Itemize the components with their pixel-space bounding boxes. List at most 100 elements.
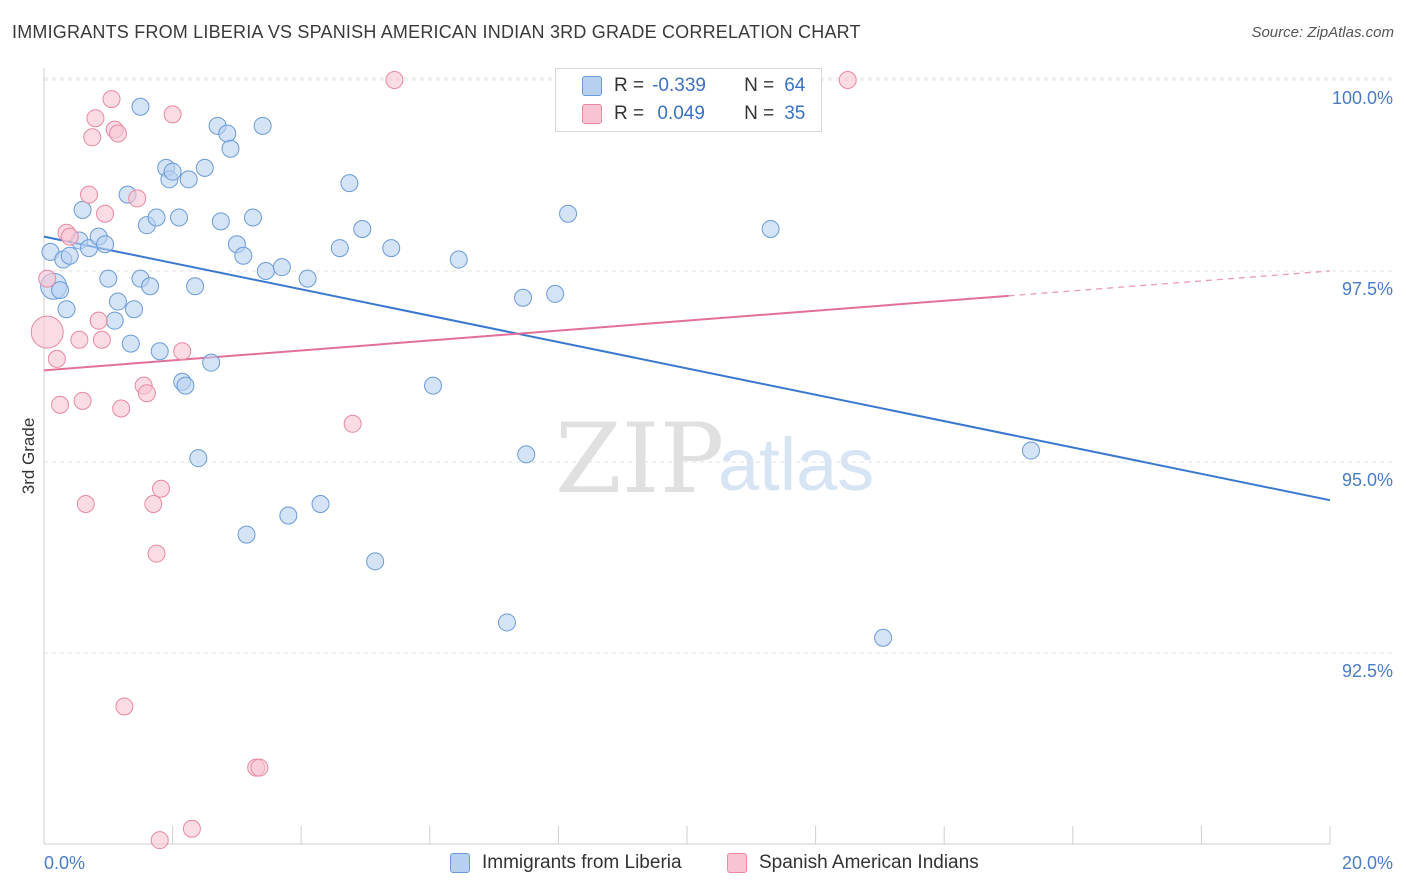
data-point-spanish-american-indian bbox=[137, 384, 156, 403]
trend-line-spanish-american-indian-dashed bbox=[1008, 270, 1331, 297]
data-point-liberia bbox=[449, 250, 468, 269]
watermark-zip: ZIP bbox=[555, 403, 724, 515]
source-label: Source: ZipAtlas.com bbox=[1251, 24, 1394, 41]
data-point-liberia bbox=[170, 208, 189, 227]
watermark-atlas: atlas bbox=[718, 423, 874, 506]
legend-swatch-pink bbox=[727, 853, 747, 873]
data-point-liberia bbox=[105, 311, 124, 330]
data-point-liberia bbox=[424, 376, 443, 395]
data-point-liberia bbox=[514, 288, 533, 307]
data-point-liberia bbox=[147, 208, 166, 227]
legend-r-label: R = bbox=[614, 103, 645, 124]
data-point-liberia bbox=[60, 246, 79, 265]
data-point-spanish-american-indian bbox=[838, 71, 857, 89]
data-point-spanish-american-indian bbox=[250, 758, 269, 777]
data-point-spanish-american-indian bbox=[144, 495, 163, 514]
legend-item-spanish-american-indians[interactable]: Spanish American Indians bbox=[727, 852, 979, 874]
y-tick-label: 100.0% bbox=[1332, 88, 1393, 108]
data-point-liberia bbox=[517, 445, 536, 464]
correlation-legend: R = -0.339 N = 64 R = 0.049 N = 35 bbox=[555, 68, 822, 132]
data-point-spanish-american-indian bbox=[60, 227, 79, 246]
data-point-liberia bbox=[559, 204, 578, 223]
legend-r-value: -0.339 bbox=[652, 75, 706, 96]
data-point-liberia bbox=[237, 525, 256, 544]
data-point-spanish-american-indian bbox=[173, 342, 192, 361]
data-point-liberia bbox=[279, 506, 298, 525]
data-point-spanish-american-indian bbox=[182, 819, 201, 838]
data-point-spanish-american-indian bbox=[108, 124, 127, 143]
data-point-spanish-american-indian bbox=[147, 544, 166, 563]
data-point-spanish-american-indian bbox=[128, 189, 147, 208]
data-point-liberia bbox=[497, 613, 516, 632]
data-point-spanish-american-indian bbox=[163, 105, 182, 124]
data-point-liberia bbox=[221, 139, 240, 158]
y-tick-label: 95.0% bbox=[1342, 470, 1393, 490]
data-point-liberia bbox=[150, 342, 169, 361]
data-point-spanish-american-indian bbox=[73, 391, 92, 410]
data-point-liberia bbox=[234, 246, 253, 265]
data-point-spanish-american-indian bbox=[30, 315, 64, 349]
data-point-liberia bbox=[96, 235, 115, 254]
legend-swatch-pink bbox=[582, 104, 602, 124]
legend-n-value: 64 bbox=[784, 75, 806, 96]
data-point-spanish-american-indian bbox=[38, 269, 57, 288]
data-point-liberia bbox=[546, 284, 565, 303]
data-point-liberia bbox=[256, 262, 275, 280]
chart-title: IMMIGRANTS FROM LIBERIA VS SPANISH AMERI… bbox=[12, 22, 861, 42]
data-point-liberia bbox=[176, 376, 195, 395]
data-point-spanish-american-indian bbox=[343, 414, 362, 433]
data-point-liberia bbox=[874, 628, 893, 647]
data-point-liberia bbox=[218, 124, 237, 143]
data-point-liberia bbox=[253, 116, 272, 135]
legend-n-label: N = bbox=[744, 103, 775, 124]
legend-row-liberia: R = -0.339 N = 64 bbox=[556, 73, 805, 99]
data-point-spanish-american-indian bbox=[89, 311, 108, 330]
y-tick-label: 92.5% bbox=[1342, 661, 1393, 681]
data-point-liberia bbox=[1022, 441, 1041, 460]
data-point-liberia bbox=[57, 300, 76, 319]
data-point-liberia bbox=[353, 219, 372, 238]
y-axis-label: 3rd Grade bbox=[19, 418, 38, 495]
legend-n-value: 35 bbox=[784, 103, 806, 124]
data-point-liberia bbox=[141, 277, 160, 296]
data-point-liberia bbox=[298, 269, 317, 288]
data-point-liberia bbox=[243, 208, 262, 227]
data-point-liberia bbox=[121, 334, 140, 353]
data-point-spanish-american-indian bbox=[112, 399, 131, 418]
data-point-liberia bbox=[272, 258, 291, 277]
series-legend: Immigrants from Liberia Spanish American… bbox=[0, 852, 1406, 878]
trend-line-liberia bbox=[43, 235, 1331, 502]
data-point-liberia bbox=[202, 353, 221, 372]
legend-swatch-blue bbox=[582, 76, 602, 96]
x-tick-label: 20.0% bbox=[1342, 853, 1393, 873]
legend-item-label: Spanish American Indians bbox=[759, 852, 979, 873]
data-point-spanish-american-indian bbox=[152, 479, 171, 498]
data-point-liberia bbox=[179, 170, 198, 189]
data-point-spanish-american-indian bbox=[47, 349, 66, 368]
data-point-liberia bbox=[99, 269, 118, 288]
x-tick-label: 0.0% bbox=[44, 853, 85, 873]
legend-item-liberia[interactable]: Immigrants from Liberia bbox=[450, 852, 682, 874]
data-point-liberia bbox=[163, 162, 182, 181]
data-point-liberia bbox=[189, 449, 208, 468]
data-point-spanish-american-indian bbox=[92, 330, 111, 349]
y-tick-label: 97.5% bbox=[1342, 279, 1393, 299]
data-point-liberia bbox=[330, 239, 349, 258]
data-point-spanish-american-indian bbox=[102, 90, 121, 109]
legend-item-label: Immigrants from Liberia bbox=[482, 852, 682, 873]
data-point-liberia bbox=[108, 292, 127, 311]
data-point-spanish-american-indian bbox=[76, 495, 95, 514]
legend-r-value: 0.049 bbox=[652, 103, 705, 124]
legend-n-label: N = bbox=[744, 75, 775, 96]
data-point-liberia bbox=[761, 219, 780, 238]
data-point-liberia bbox=[51, 281, 70, 300]
trend-line-spanish-american-indian bbox=[43, 294, 1009, 372]
data-point-liberia bbox=[366, 552, 385, 571]
data-point-liberia bbox=[73, 200, 92, 219]
data-point-spanish-american-indian bbox=[115, 697, 134, 716]
data-point-liberia bbox=[340, 174, 359, 193]
data-point-spanish-american-indian bbox=[83, 128, 102, 147]
data-point-spanish-american-indian bbox=[86, 109, 105, 128]
data-point-liberia bbox=[211, 212, 230, 231]
